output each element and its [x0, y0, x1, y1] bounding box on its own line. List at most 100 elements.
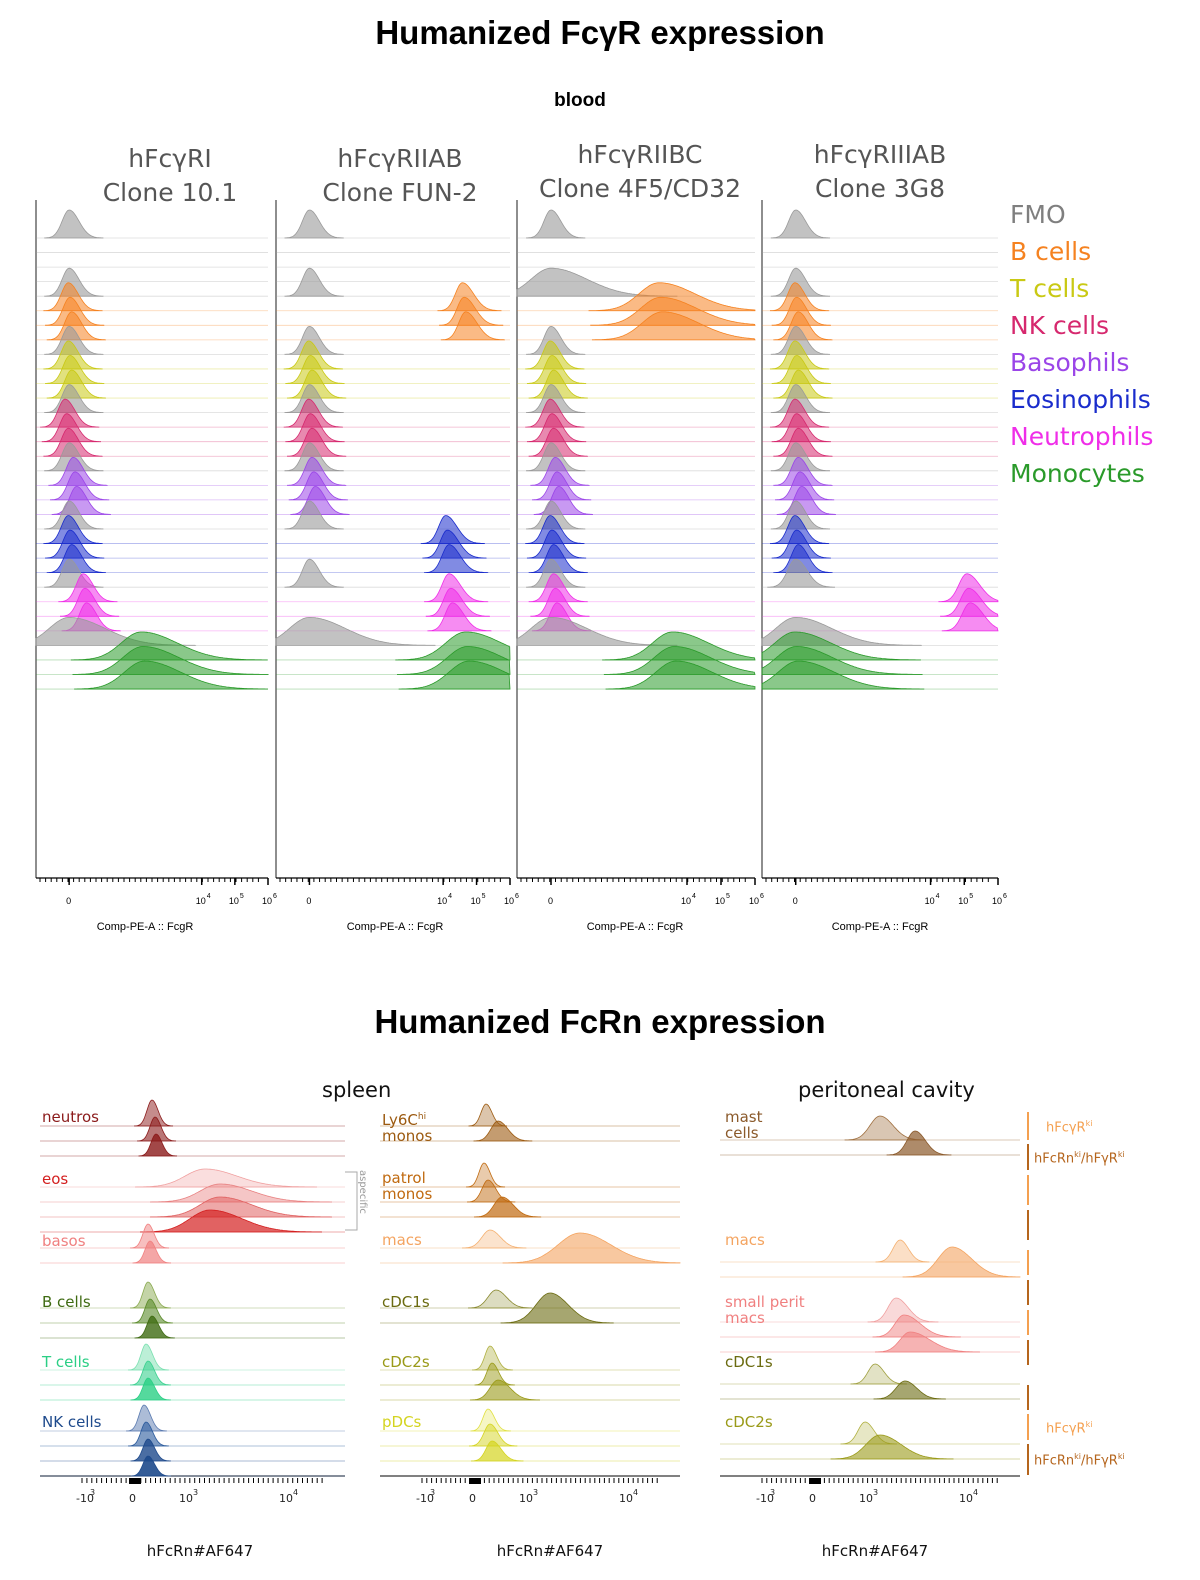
- histogram-t-cells: [44, 325, 104, 355]
- histogram-eosinophils: [770, 500, 831, 530]
- panel-1-tick-label: 10: [229, 896, 239, 906]
- histogram-t-cells: [287, 369, 347, 399]
- legend-item-basophils: Basophils: [1010, 348, 1130, 377]
- fcrn-x-label-2: hFcRn#AF647: [496, 1542, 604, 1560]
- panel-antibody-2: hFcγRIIAB: [337, 144, 463, 173]
- histogram-basophils: [775, 471, 835, 501]
- fcrn-histogram: [470, 1408, 511, 1432]
- genotype-label-3-sup: ki: [1085, 1420, 1093, 1429]
- fcrn-histogram: [872, 1314, 961, 1338]
- x-axis-label-panel-3: Comp-PE-A :: FcgR: [586, 921, 684, 933]
- fcrn-histogram: [130, 1455, 171, 1477]
- legend-item-t-cells: T cells: [1010, 274, 1090, 303]
- fcrn-tick-label: 10: [179, 1492, 193, 1505]
- histogram-eosinophils: [46, 544, 106, 574]
- genotype-label-3-text: hFcγR: [1046, 1421, 1086, 1437]
- row-label-patrol-text: patrol: [382, 1169, 426, 1187]
- histogram-eosinophils: [528, 544, 588, 574]
- legend-item-fmo: FMO: [1010, 200, 1066, 229]
- fcrn-histogram: [132, 1240, 172, 1264]
- fcrn-histogram: [474, 1362, 515, 1386]
- histogram-nk-cells: [770, 384, 831, 413]
- panel-2-tick-label: 10: [471, 896, 481, 906]
- histogram-basophils: [773, 457, 833, 486]
- histogram-basophils: [530, 457, 590, 486]
- histogram-t-cells: [769, 340, 830, 370]
- histogram-nk-cells: [283, 398, 343, 428]
- fcrn-tick-exp: 4: [973, 1488, 978, 1497]
- fcrn-tick-label: 10: [959, 1492, 973, 1505]
- histogram-nk-cells: [769, 398, 830, 428]
- genotype-label-2-sup: ki: [1074, 1150, 1081, 1159]
- panel-2-tick-label: 10: [504, 896, 514, 906]
- histogram-t-cells: [46, 369, 106, 399]
- panel-antibody-3: hFcγRIIBC: [577, 140, 703, 169]
- fcrn-tick-exp: 3: [873, 1488, 878, 1497]
- histogram-monocytes: [602, 631, 756, 661]
- fcrn-histogram: [867, 1297, 939, 1323]
- fcrn-tick-label: 0: [469, 1492, 476, 1505]
- histogram-basophils: [287, 457, 347, 486]
- fcrn-tick-exp: 3: [193, 1488, 198, 1497]
- fcrn-histogram: [873, 1380, 946, 1400]
- histogram-neutrophils: [528, 573, 588, 603]
- histogram-basophils: [50, 471, 110, 501]
- histogram-eosinophils: [43, 515, 103, 544]
- histogram-t-cells: [773, 369, 833, 399]
- panel-4-tick-label: 0: [793, 896, 798, 906]
- legend-item-monocytes: Monocytes: [1010, 459, 1145, 488]
- histogram-t-cells: [45, 355, 105, 384]
- genotype-label-4-text2: /hFγR: [1081, 1453, 1118, 1469]
- panel-antibody-1: hFcγRI: [128, 144, 212, 173]
- histogram-eosinophils: [525, 515, 585, 544]
- histogram-neutrophils: [425, 587, 490, 617]
- histogram-nk-cells: [40, 398, 100, 428]
- panel-3-tick-label: 10: [715, 896, 725, 906]
- row-label-cdc1s-perit: cDC1s: [725, 1353, 773, 1371]
- panel-antibody-4: hFcγRIIIAB: [813, 140, 947, 169]
- legend-item-eosinophils: Eosinophils: [1010, 385, 1151, 414]
- histogram-nk-cells: [287, 427, 347, 457]
- panel-3-tick-exp: 6: [760, 893, 764, 900]
- histogram-b-cells: [45, 296, 105, 326]
- histogram-b-cells: [769, 282, 830, 312]
- panel-header-2: hFcγRIIAB Clone FUN-2: [285, 142, 515, 210]
- legend-item-b-cells: B cells: [1010, 237, 1092, 266]
- panel-4-tick-label: 10: [992, 896, 1002, 906]
- fcrn-histogram: [830, 1434, 954, 1460]
- fcrn-histogram: [470, 1440, 524, 1462]
- fcrn-histogram: [138, 1133, 178, 1157]
- histogram-b-cells: [591, 311, 756, 341]
- histogram-neutrophils: [424, 573, 489, 603]
- fcrn-tick-label: -10: [76, 1492, 94, 1505]
- genotype-label-3: hFcγRki: [1046, 1420, 1092, 1436]
- histogram-b-cells: [43, 282, 103, 312]
- histogram-fmo: [770, 209, 831, 239]
- aspecific-label: aspecific: [357, 1170, 368, 1214]
- histogram-t-cells: [284, 325, 344, 355]
- histogram-fmo: [44, 209, 104, 239]
- panel-2-tick-exp: 6: [515, 893, 519, 900]
- histogram-neutrophils: [58, 573, 118, 603]
- fcrn-histogram: [132, 1298, 173, 1324]
- fcrn-histogram: [886, 1130, 952, 1156]
- fcrn-tick-exp: 4: [293, 1488, 298, 1497]
- fcrn-x-label-3: hFcRn#AF647: [821, 1542, 929, 1560]
- genotype-label-2: hFcRnki/hFγRki: [1034, 1150, 1125, 1166]
- fcrn-histogram: [130, 1223, 170, 1249]
- histogram-t-cells: [770, 325, 831, 355]
- histogram-b-cells: [44, 267, 104, 297]
- fcrn-tick-exp: 3: [770, 1488, 775, 1497]
- fcrn-histogram: [135, 1168, 317, 1188]
- fcrn-histogram: [128, 1343, 169, 1371]
- histogram-b-cells: [439, 296, 504, 326]
- fcgr-histogram-panels: 0 10 4 10 5 10 6 0 10 4 10 5 10 6 0 10 4 10 5 10 6 0 10 4 10 5 10 6: [35, 200, 1007, 906]
- histogram-eosinophils: [526, 500, 586, 530]
- histogram-b-cells: [770, 267, 831, 297]
- row-label-patrol-monos: patrol monos: [382, 1170, 432, 1202]
- row-label-small-perit-text2: macs: [725, 1309, 765, 1327]
- histogram-b-cells: [771, 296, 831, 326]
- histogram-b-cells: [440, 311, 505, 341]
- row-label-ly6chi-text2: monos: [382, 1127, 433, 1145]
- panel-1-tick-exp: 5: [240, 893, 244, 900]
